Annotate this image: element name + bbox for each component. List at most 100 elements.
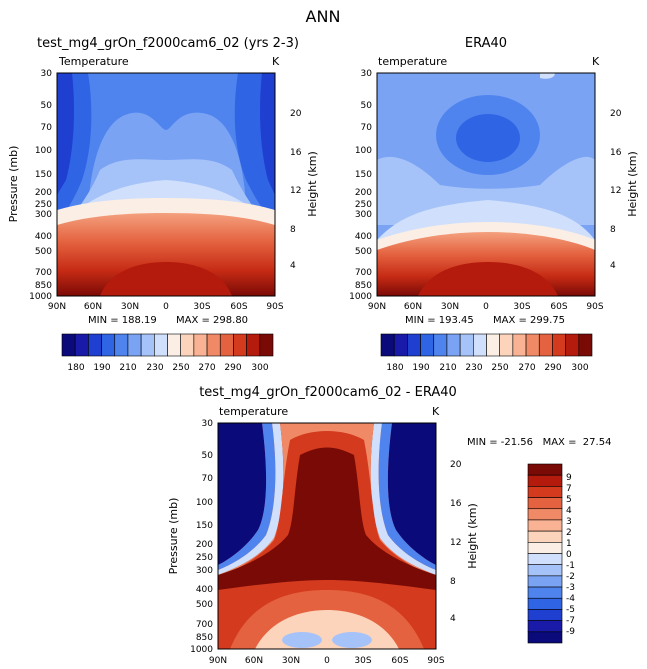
colorbar-swatch (527, 519, 563, 532)
colorbar-swatch (565, 333, 580, 357)
y-tick: 70 (202, 474, 214, 484)
y-tick: 250 (196, 553, 213, 563)
y2-tick: 4 (290, 261, 296, 271)
y-tick: 850 (196, 633, 213, 643)
colorbar-swatch (527, 508, 563, 521)
contour-lower-cold (282, 632, 322, 648)
colorbar-tick: -5 (566, 605, 575, 615)
y-tick: 700 (196, 620, 213, 630)
y-tick: 70 (41, 123, 53, 133)
colorbar-tick: 300 (571, 363, 588, 373)
colorbar-tick: 190 (93, 363, 110, 373)
colorbar-swatch (259, 333, 274, 357)
x-tick: 0 (163, 302, 169, 312)
colorbar-swatches (527, 463, 563, 644)
y-tick: 50 (41, 101, 53, 111)
contour-cold-side-right (387, 423, 436, 565)
colorbar-swatch (527, 553, 563, 565)
y-tick: 100 (35, 146, 52, 156)
colorbar-swatch (74, 333, 89, 357)
colorbar-tick: 270 (518, 363, 535, 373)
colorbar-tick: -1 (566, 561, 575, 571)
colorbar-swatch (154, 333, 168, 357)
colorbar-tick: 230 (465, 363, 482, 373)
colorbar-swatch (88, 333, 102, 357)
colorbar-swatch (527, 620, 563, 633)
colorbar-swatch (527, 586, 563, 599)
colorbar-tick: 210 (119, 363, 136, 373)
contour-side-right-deep (260, 73, 275, 195)
x-axis: 90N 60N 30N 0 30S 60S 90S (48, 302, 284, 312)
y-tick: 200 (355, 188, 372, 198)
colorbar-tick: 7 (566, 484, 572, 494)
y-tick: 200 (35, 188, 52, 198)
colorbar-tick: -7 (566, 616, 575, 626)
y2-tick: 8 (290, 225, 296, 235)
contour-blue-edge-right (378, 423, 436, 570)
y-tick: 30 (361, 69, 373, 79)
plot-area (376, 72, 596, 297)
y2-axis: 20 16 12 8 4 Height (km) (450, 460, 479, 624)
colorbar-swatch (527, 597, 563, 610)
y2-tick: 16 (450, 499, 462, 509)
colorbar-tick: 230 (146, 363, 163, 373)
colorbar-swatch (101, 333, 116, 357)
y-tick: 300 (196, 566, 213, 576)
x-tick: 60N (245, 656, 263, 666)
y-tick: 700 (35, 268, 52, 278)
y2-tick: 16 (290, 148, 302, 158)
y-tick: 300 (35, 210, 52, 220)
y-axis-label: Pressure (mb) (167, 498, 180, 575)
contour-cold-side-left (218, 423, 267, 565)
colorbar-tick: -9 (566, 627, 575, 637)
contour-light-edge-right (370, 423, 436, 575)
colorbar-swatch (446, 333, 461, 357)
panel-title: test_mg4_grOn_f2000cam6_02 - ERA40 (199, 385, 457, 400)
y2-tick: 20 (290, 109, 302, 119)
y2-tick: 12 (450, 538, 461, 548)
colorbar-swatch (393, 333, 408, 357)
x-tick: 30N (441, 302, 459, 312)
y-axis: 30 50 70 100 150 200 250 300 400 500 700… (349, 69, 372, 302)
y-tick: 400 (355, 232, 372, 242)
colorbar-tick: -3 (566, 583, 575, 593)
x-tick: 30S (354, 656, 371, 666)
left-label: temperature (219, 405, 288, 418)
colorbar-tick: 2 (566, 528, 572, 538)
y-tick: 150 (35, 170, 52, 180)
colorbar-swatch (193, 333, 208, 357)
colorbar-tick: 9 (566, 473, 572, 483)
panel-model: test_mg4_grOn_f2000cam6_02 (yrs 2-3) Tem… (7, 36, 319, 373)
min-value: MIN = 193.45 (405, 315, 474, 326)
y2-axis: 20 16 12 8 4 Height (km) (290, 109, 319, 271)
colorbar-swatch (527, 542, 563, 554)
x-tick: 90N (209, 656, 227, 666)
colorbar-tick: 190 (412, 363, 429, 373)
colorbar-swatch (512, 333, 527, 357)
colorbar-tick: -4 (566, 594, 575, 604)
colorbar-tick: 1 (566, 539, 572, 549)
left-label: Temperature (58, 55, 129, 68)
plot-area (217, 422, 437, 650)
contour-hot-core (418, 262, 558, 296)
x-axis: 90N 60N 30N 0 30S 60S 90S (368, 302, 604, 312)
unit-label: K (432, 405, 440, 418)
colorbar: 180 190 210 230 250 270 290 300 (380, 333, 593, 373)
left-label: temperature (378, 55, 447, 68)
colorbar-swatch (527, 530, 563, 543)
colorbar-tick: 0 (566, 550, 572, 560)
y2-tick: 8 (610, 225, 616, 235)
min-value: MIN = 188.19 (88, 315, 157, 326)
x-tick: 90S (586, 302, 603, 312)
y2-tick: 20 (450, 460, 462, 470)
colorbar: 9 7 5 4 3 2 1 0 -1 -2 -3 -4 -5 -7 -9 (527, 463, 575, 644)
y2-tick: 4 (450, 614, 456, 624)
colorbar-swatch (527, 486, 563, 498)
colorbar-swatch (407, 333, 421, 357)
colorbar-swatch (246, 333, 261, 357)
y2-axis-label: Height (km) (466, 503, 479, 569)
y2-axis-label: Height (km) (626, 151, 639, 217)
contour-lower-cold (332, 632, 372, 648)
y2-tick: 12 (610, 186, 621, 196)
